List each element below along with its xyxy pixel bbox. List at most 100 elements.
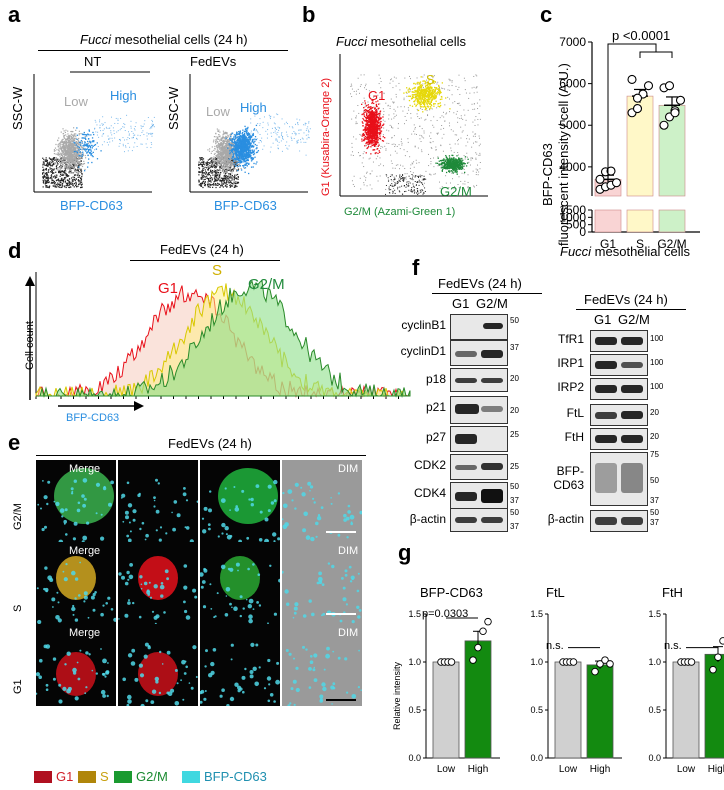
panel-a-low-1: Low [64, 94, 88, 109]
data-point [595, 174, 605, 184]
mw-marker: 50 [650, 476, 659, 485]
g-tick-label: 1.5 [408, 609, 421, 619]
blot-right-3 [590, 404, 648, 426]
blot-left-5 [450, 454, 508, 480]
micrograph-r0-c1 [118, 460, 198, 542]
g-point [719, 637, 724, 645]
panel-f-col-g2m-right: G2/M [618, 312, 650, 327]
micrograph-r0-c3: DIM [282, 460, 362, 542]
tick-label-x: S [636, 237, 644, 251]
panel-f-col-g2m-left: G2/M [476, 296, 508, 311]
blot-label-right-2: IRP2 [557, 380, 584, 394]
g-bar [554, 661, 582, 759]
panel-d-xlabel: BFP-CD63 [66, 412, 120, 424]
g-point [709, 665, 717, 674]
g-bar [464, 640, 492, 759]
data-point [675, 95, 686, 105]
panel-label-e: e [8, 430, 21, 455]
mw-marker: 50 [650, 508, 659, 517]
tick-label-y: 1000 [559, 210, 586, 224]
g-tick-label: 0.0 [648, 753, 661, 763]
panel-a-title-rule [38, 50, 288, 51]
data-point [632, 104, 643, 114]
mw-marker: 37 [510, 522, 519, 531]
panel-d-g2m-label: G2/M [248, 276, 285, 293]
data-point [627, 74, 637, 85]
tick-label-y: 7000 [559, 35, 586, 49]
bracket-g1 [607, 43, 657, 180]
blot-label-right-6: β-actin [547, 512, 584, 526]
g-tick-label: 0.0 [530, 753, 543, 763]
panel-a-high-2: High [240, 100, 267, 115]
dim-label: DIM [338, 627, 359, 639]
blot-label-left-3: p21 [425, 400, 446, 414]
blot-label-left-5: CDK2 [413, 458, 446, 472]
mw-marker: 20 [650, 408, 659, 417]
bar-lower [626, 209, 654, 233]
micrograph-r1-c2 [200, 542, 280, 624]
data-point [643, 81, 654, 91]
panel-label-g: g [398, 540, 412, 565]
g-tick-label: 1.5 [648, 609, 661, 619]
micrograph-r2-c1 [118, 624, 198, 706]
panel-f-col-g1-right: G1 [594, 312, 612, 327]
mw-marker: 100 [650, 334, 664, 343]
panel-g1-annot: p=0.0303 [422, 608, 469, 620]
g-point [687, 658, 696, 666]
tick-label-y: 1500 [559, 203, 586, 217]
blot-left-4 [450, 426, 508, 452]
tick-label-y: 5000 [559, 118, 586, 132]
legend-label: G1 [56, 769, 74, 784]
blot-label-right-3: FtL [566, 406, 584, 420]
g-tick-label: 1.5 [530, 609, 543, 619]
merge-label: Merge [69, 463, 101, 475]
panel-b-title: Fucci mesothelial cells [336, 34, 467, 49]
g-point [606, 660, 614, 668]
blot-label-left-0: cyclinB1 [401, 318, 446, 332]
blot-right-1 [590, 354, 648, 376]
legend-swatch [114, 771, 132, 783]
panel-e-title: FedEVs (24 h) [168, 436, 252, 451]
panel-f-col-g1-left: G1 [452, 296, 470, 311]
mw-marker: 20 [510, 406, 519, 415]
blot-label-left-1: cyclinD1 [400, 344, 446, 358]
g-xlabel: High [468, 764, 489, 775]
mw-marker: 25 [510, 430, 519, 439]
g-point [447, 658, 456, 666]
g-xlabel: Low [559, 764, 578, 775]
tick-label-x: G1 [600, 237, 616, 251]
blot-label-right-4: FtH [564, 430, 584, 444]
data-point [611, 178, 622, 188]
mw-marker: 50 [510, 482, 519, 491]
mw-marker: 37 [510, 496, 519, 505]
data-point [606, 166, 616, 176]
panel-label-f: f [412, 255, 420, 280]
panel-f-title-right: FedEVs (24 h) [584, 292, 668, 307]
g-bar [586, 664, 614, 759]
mw-marker: 25 [510, 462, 519, 471]
panel-e-title-rule [36, 455, 366, 456]
legend-label: BFP-CD63 [204, 769, 267, 784]
y-arrow-head [25, 276, 35, 286]
g-bar [672, 661, 700, 759]
mw-marker: 20 [650, 432, 659, 441]
micrograph-r0-c2 [200, 460, 280, 542]
micrograph-r2-c0: Merge [36, 624, 116, 706]
g-tick-label: 0.5 [408, 705, 421, 715]
blot-label-left-7: β-actin [409, 512, 446, 526]
panel-e-legend: G1 S G2/M BFP-CD63 [34, 769, 384, 786]
g-tick-label: 0.5 [530, 705, 543, 715]
g-point [484, 617, 492, 626]
dim-label: DIM [338, 545, 359, 557]
panel-label-d: d [8, 238, 22, 263]
blot-label-left-4: p27 [425, 430, 446, 444]
mw-marker: 100 [650, 382, 664, 391]
panel-b-g2m-label: G2/M [440, 184, 472, 199]
micrograph-r1-c3: DIM [282, 542, 362, 624]
mw-marker: 75 [650, 450, 659, 459]
panel-a-nt-title: NT [84, 54, 102, 69]
tick-label-y: 6000 [559, 77, 586, 91]
g-point [596, 660, 604, 668]
panel-c-pvalue: p <0.0001 [612, 28, 671, 43]
